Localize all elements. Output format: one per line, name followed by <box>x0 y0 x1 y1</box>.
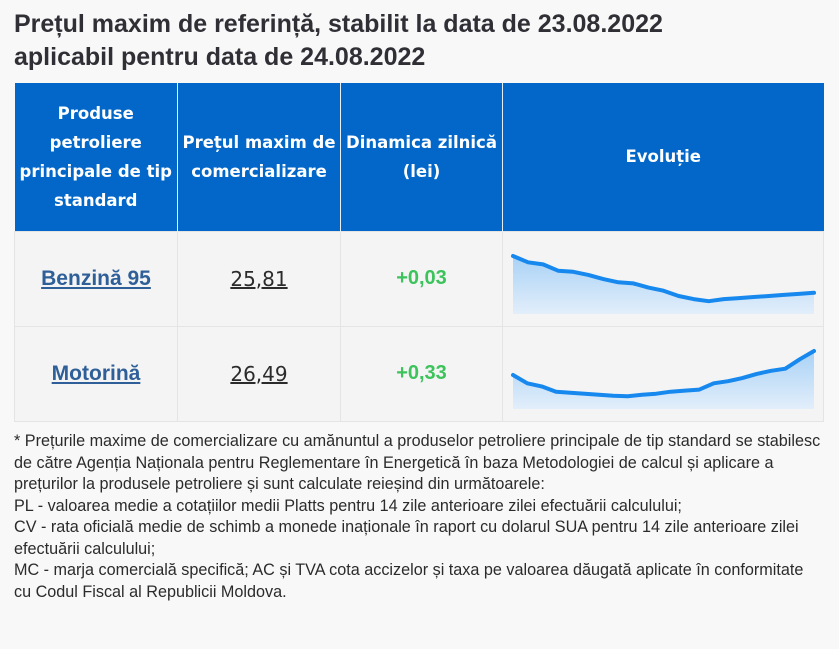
price-cell: 25,81 <box>177 230 341 327</box>
footnote: * Prețurile maxime de comercializare cu … <box>14 431 824 603</box>
evolution-cell <box>502 230 824 327</box>
column-header-evolution: Evoluție <box>502 83 824 231</box>
delta-cell: +0,03 <box>340 230 503 327</box>
price-value[interactable]: 25,81 <box>230 266 288 291</box>
sparkline-chart-benzina-95 <box>510 253 816 314</box>
title-line-1: Prețul maxim de referință, stabilit la d… <box>14 10 663 38</box>
sparkline-chart-motorina <box>510 348 816 409</box>
price-value[interactable]: 26,49 <box>230 361 288 386</box>
column-header-price: Prețul maxim de comercializare <box>177 83 341 231</box>
evolution-cell <box>502 325 824 422</box>
footnote-intro: * Prețurile maxime de comercializare cu … <box>14 432 821 493</box>
product-cell: Benzină 95 <box>14 230 178 327</box>
page-title: Prețul maxim de referință, stabilit la d… <box>14 8 834 74</box>
footnote-cv: CV - rata oficială medie de schimb a mon… <box>14 518 799 558</box>
sparkline-area <box>512 350 814 409</box>
footnote-mc: MC - marja comercială specifică; AC și T… <box>14 561 804 601</box>
delta-cell: +0,33 <box>340 325 503 422</box>
footnote-pl: PL - valoarea medie a cotațiilor medii P… <box>14 496 682 515</box>
table-row: Benzină 95 25,81 +0,03 <box>14 230 824 327</box>
product-link-motorina[interactable]: Motorină <box>51 361 141 385</box>
table-row: Motorină 26,49 +0,33 <box>14 325 824 422</box>
column-header-product: Produse petroliere principale de tip sta… <box>14 83 178 231</box>
price-cell: 26,49 <box>177 325 341 422</box>
table-header-row: Produse petroliere principale de tip sta… <box>14 83 824 231</box>
title-line-2: aplicabil pentru data de 24.08.2022 <box>14 43 426 71</box>
sparkline-line <box>510 348 816 398</box>
product-cell: Motorină <box>14 325 178 422</box>
sparkline-line <box>510 253 816 303</box>
daily-change-value: +0,03 <box>396 267 447 289</box>
daily-change-value: +0,33 <box>396 362 447 384</box>
product-link-benzina-95[interactable]: Benzină 95 <box>41 266 151 290</box>
fuel-price-table: Produse petroliere principale de tip sta… <box>14 83 824 422</box>
sparkline-area <box>512 255 814 314</box>
column-header-daily-change: Dinamica zilnică (lei) <box>340 83 503 231</box>
